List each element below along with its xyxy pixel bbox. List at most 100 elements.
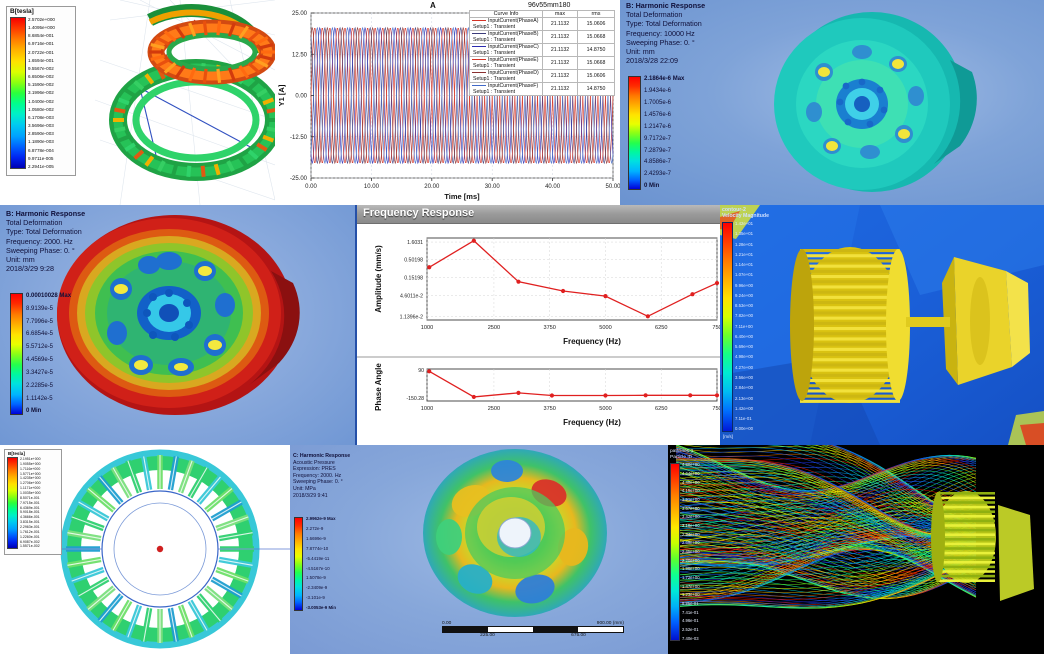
acoustic-colorbar [294, 517, 303, 611]
b-tesla-bottom-value-8: 8.5071e-001 [20, 495, 40, 500]
harmonic-b2-frequency: Frequency: 2000. Hz [6, 236, 73, 246]
harmonic-b-label-4: 1.2147e-6 [644, 123, 672, 130]
curve-info-header-row: Curve Info max rms [469, 10, 615, 18]
harmonic-b-label-1: 1.9434e-6 [644, 87, 672, 94]
acoustic-label-3: 7.8774e-10 [306, 545, 329, 551]
acoustic-info: C: Harmonic Response Acoustic Pressure E… [293, 453, 350, 499]
acoustic-scale-mid1: 225.00 [480, 633, 495, 638]
svg-text:Time [ms]: Time [ms] [444, 192, 480, 201]
harmonic-b2-colorbar-group: 0.00010028 Max 8.9139e-5 7.7996e-5 6.6854e-… [10, 293, 71, 415]
b-tesla-bottom-value-1: 1.9055e+000 [20, 461, 41, 466]
b-tesla-top-value-6: 9.5567e-002 [28, 65, 54, 71]
harmonic-b-label-9: 0 Min [644, 183, 660, 190]
curve-info-rms: 15.0606 [577, 17, 615, 31]
b-tesla-bottom-value-7: 1.0035e+000 [20, 491, 41, 496]
b-tesla-top-value-2: 8.6854e-001 [28, 33, 54, 39]
svg-text:1.6031: 1.6031 [407, 240, 423, 246]
b-tesla-legend-bottom-title: B[tesla] [8, 451, 25, 456]
harmonic-b2-phase: Sweeping Phase: 0. ° [6, 245, 75, 255]
pathlines-label-12: 1.96e+00 [682, 566, 700, 572]
pathlines-label-17: 7.41e-01 [682, 609, 699, 615]
b-tesla-bottom-colorbar [7, 457, 18, 549]
panel-cfd-pathlines: pathlines-1 Particle ID 4.88e+00 4.64e+00… [668, 445, 1044, 654]
pathlines-label-14: 1.47e+00 [682, 583, 700, 589]
svg-text:20.00: 20.00 [424, 184, 440, 190]
acoustic-unit: Unit: MPa [293, 485, 316, 492]
svg-text:1.1396e-2: 1.1396e-2 [400, 314, 423, 320]
panel-harmonic-response-10000hz: B: Harmonic Response Total Deformation T… [620, 0, 1044, 205]
cfd-velocity-label-1: 1.35e+01 [735, 231, 754, 237]
pathlines-legend-title-2: Particle ID [670, 454, 693, 460]
pathlines-label-1: 4.64e+00 [682, 470, 700, 476]
acoustic-frequency: Frequency: 2000. Hz [293, 472, 342, 479]
b-tesla-colorbar [10, 17, 26, 169]
b-tesla-top-value-12: 6.1708e-003 [28, 114, 54, 120]
curve-info-rms: 15.0668 [577, 56, 615, 70]
svg-text:2500: 2500 [488, 325, 500, 331]
cfd-velocity-label-3: 1.21e+01 [735, 251, 754, 257]
harmonic-b2-label-4: 5.5712e-5 [26, 344, 54, 351]
panel-acoustic-pressure: C: Harmonic Response Acoustic Pressure E… [290, 445, 668, 654]
cfd-legend-title-1: contour-2 [722, 207, 746, 213]
harmonic-b2-type: Type: Total Deformation [6, 227, 82, 237]
b-tesla-top-value-18: 2.2941e-005 [28, 163, 54, 169]
svg-text:4.6011e-2: 4.6011e-2 [400, 293, 423, 299]
harmonic-b-title: B: Harmonic Response [626, 1, 706, 10]
cfd-velocity-label-4: 1.14e+01 [735, 262, 754, 268]
b-tesla-top-value-8: 5.1590e-002 [28, 82, 54, 88]
harmonic-b2-label-5: 4.4569e-5 [26, 357, 54, 364]
harmonic-b-label-7: 4.8586e-7 [644, 159, 672, 166]
curve-info-col-max: max [542, 10, 578, 18]
pathlines-label-19: 2.52e-01 [682, 626, 699, 632]
cfd-velocity-legend: contour-2 Velocity Magnitude 1.42e+01 1.3… [722, 207, 769, 439]
acoustic-label-9: -3.0053e-9 Min [306, 605, 337, 611]
curve-info-max: 21.1132 [542, 43, 578, 57]
acoustic-date: 2018/3/29 9:41 [293, 492, 328, 499]
chart-top-right-label: 96v55mm180 [528, 2, 571, 9]
svg-text:90: 90 [418, 368, 424, 374]
pathlines-label-0: 4.88e+00 [682, 462, 700, 468]
cfd-velocity-label-17: 2.13e+00 [735, 395, 754, 401]
pathlines-labels: 4.88e+00 4.64e+00 4.40e+00 4.15e+00 3.91e+00… [680, 462, 700, 641]
curve-color-swatch [472, 59, 486, 61]
harmonic-b-label-5: 9.7172e-7 [644, 135, 672, 142]
pathlines-label-18: 4.96e-01 [682, 618, 699, 624]
cfd-velocity-label-20: 0.00e+00 [735, 426, 754, 432]
b-tesla-bottom-value-10: 6.4369e-001 [20, 505, 40, 510]
b-tesla-top-value-3: 6.9716e-001 [28, 41, 54, 47]
harmonic-b2-label-3: 6.6854e-5 [26, 331, 54, 338]
b-tesla-bottom-value-18: 1.5571e-002 [20, 544, 40, 549]
cfd-velocity-label-5: 1.07e+01 [735, 272, 754, 278]
curve-info-max: 21.1132 [542, 30, 578, 44]
harmonic-b-colorbar-labels: 2.1864e-6 Max 1.9434e-6 1.7005e-6 1.4576e-6… [641, 76, 684, 190]
harmonic-b2-result: Total Deformation [6, 218, 63, 228]
acoustic-expression: Expression: PRES [293, 466, 336, 473]
b-tesla-bottom-value-9: 7.9715e-001 [20, 500, 40, 505]
harmonic-b2-unit: Unit: mm [6, 255, 35, 265]
harmonic-b-phase: Sweeping Phase: 0. ° [626, 37, 695, 47]
acoustic-phase: Sweeping Phase: 0. ° [293, 479, 343, 486]
cfd-velocity-label-2: 1.28e+01 [735, 241, 754, 247]
cfd-velocity-label-0: 1.42e+01 [735, 221, 754, 226]
svg-text:0.15198: 0.15198 [404, 275, 423, 281]
b-tesla-legend-top: B[tesla] 2.5702e+000 1.4095e+000 8.6854e-0… [6, 6, 76, 176]
svg-text:5000: 5000 [599, 406, 611, 412]
curve-info-rms: 15.0606 [577, 69, 615, 83]
b-tesla-bottom-value-17: 6.9087e-002 [20, 539, 40, 544]
pathlines-label-20: 7.40e-03 [682, 635, 699, 641]
cfd-velocity-label-12: 5.69e+00 [735, 344, 754, 350]
svg-text:30.00: 30.00 [485, 184, 501, 190]
pathlines-label-4: 3.91e+00 [682, 496, 700, 502]
svg-text:0.50198: 0.50198 [404, 258, 423, 264]
curve-color-swatch [472, 46, 486, 48]
acoustic-label-4: -5.4419e-11 [306, 555, 330, 561]
harmonic-b-unit: Unit: mm [626, 47, 655, 57]
cfd-velocity-label-18: 1.42e+00 [735, 405, 754, 411]
frequency-response-titlebar: Frequency Response [357, 205, 722, 224]
b-tesla-bottom-value-16: 1.2260e-001 [20, 534, 40, 539]
acoustic-scale-mid2: 675.00 [571, 633, 586, 638]
svg-text:25.00: 25.00 [292, 11, 308, 17]
b-tesla-bottom-value-14: 2.2963e-001 [20, 525, 40, 530]
curve-info-table: Curve Info max rms InputCurrent(PhaseA) S… [469, 10, 615, 96]
